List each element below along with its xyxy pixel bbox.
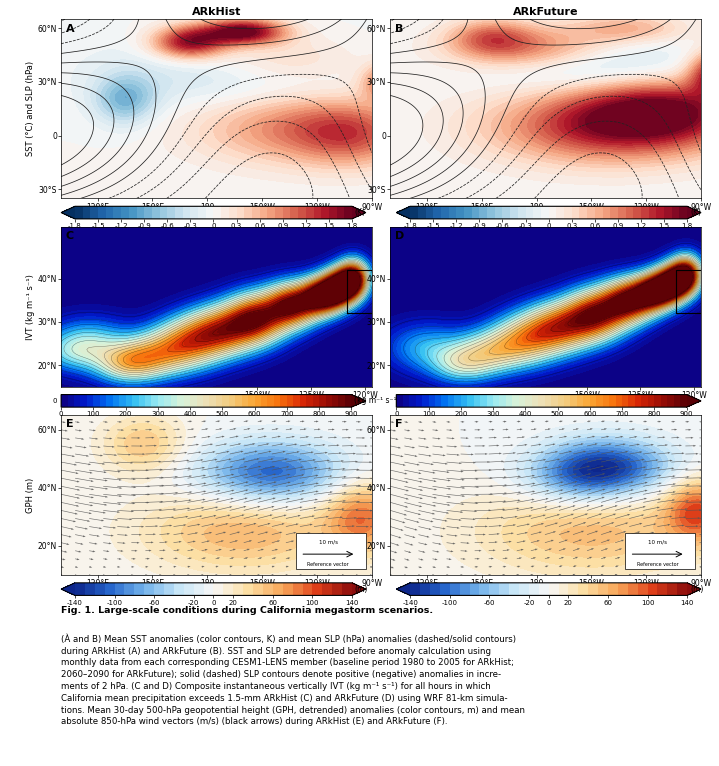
PathPatch shape <box>352 583 366 595</box>
FancyBboxPatch shape <box>625 533 695 568</box>
PathPatch shape <box>687 394 701 408</box>
Text: Fig. 1. Large-scale conditions during California megastorm scenarios.: Fig. 1. Large-scale conditions during Ca… <box>61 607 434 615</box>
PathPatch shape <box>687 206 701 219</box>
Text: (m): (m) <box>690 584 703 594</box>
Text: 10 m/s: 10 m/s <box>319 539 338 545</box>
Text: (kg m⁻¹ s⁻¹): (kg m⁻¹ s⁻¹) <box>354 396 400 405</box>
Text: B: B <box>395 24 403 34</box>
Text: F: F <box>395 419 403 429</box>
PathPatch shape <box>352 394 366 408</box>
Text: (À and B) Mean SST anomalies (color contours, K) and mean SLP (hPa) anomalies (d: (À and B) Mean SST anomalies (color cont… <box>61 634 525 726</box>
Text: A: A <box>65 24 74 34</box>
Text: 10 m/s: 10 m/s <box>648 539 667 545</box>
Text: (K): (K) <box>354 208 366 217</box>
Text: Reference vector: Reference vector <box>636 562 679 567</box>
Y-axis label: GPH (m): GPH (m) <box>26 477 35 512</box>
FancyBboxPatch shape <box>296 533 365 568</box>
Y-axis label: SST (°C) and SLP (hPa): SST (°C) and SLP (hPa) <box>26 61 35 156</box>
Text: C: C <box>65 231 74 241</box>
PathPatch shape <box>396 583 410 595</box>
PathPatch shape <box>352 206 366 219</box>
Text: E: E <box>65 419 73 429</box>
PathPatch shape <box>61 583 75 595</box>
PathPatch shape <box>61 206 75 219</box>
Text: 0: 0 <box>52 398 57 404</box>
PathPatch shape <box>687 583 701 595</box>
Y-axis label: IVT (kg m⁻¹ s⁻¹): IVT (kg m⁻¹ s⁻¹) <box>26 273 35 339</box>
PathPatch shape <box>396 206 410 219</box>
Text: (K): (K) <box>690 208 701 217</box>
Title: ARkFuture: ARkFuture <box>513 7 579 17</box>
Text: Reference vector: Reference vector <box>308 562 349 567</box>
Text: (m): (m) <box>354 584 368 594</box>
Title: ARkHist: ARkHist <box>192 7 241 17</box>
Text: D: D <box>395 231 404 241</box>
